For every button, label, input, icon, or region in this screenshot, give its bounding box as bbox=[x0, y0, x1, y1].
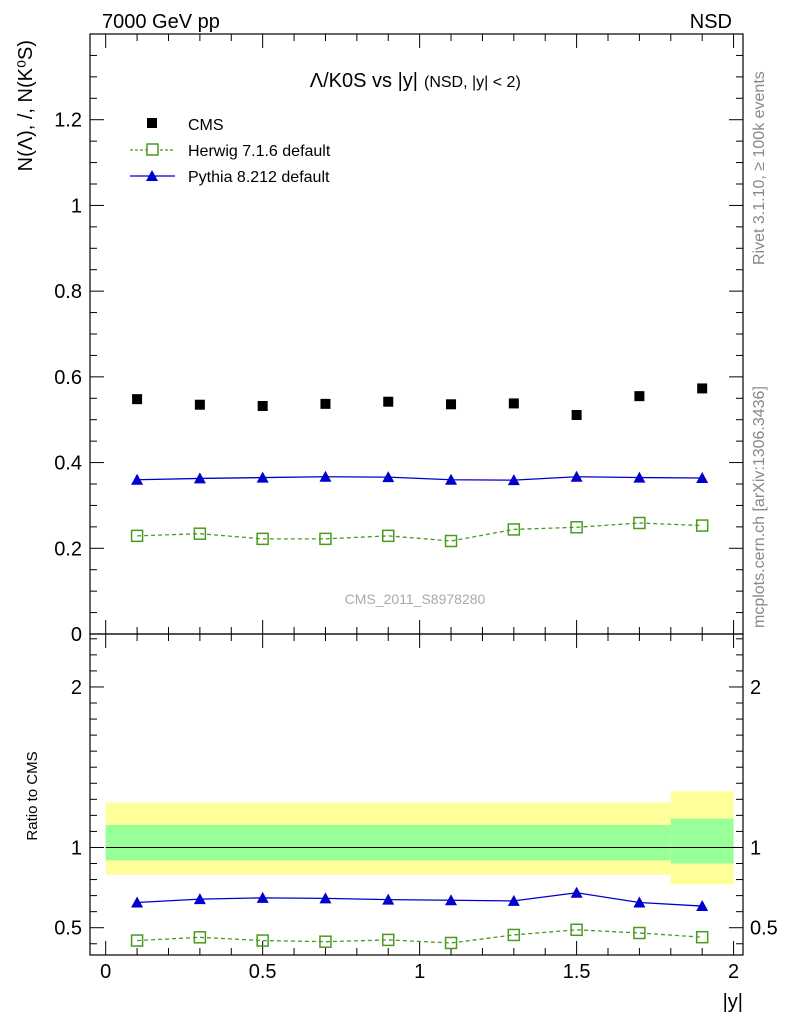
ratio-plot-frame bbox=[89, 633, 744, 956]
main-point-s1-1 bbox=[193, 527, 207, 540]
main-y-tick-label-3: 0.6 bbox=[54, 367, 82, 389]
main-point-s2-6 bbox=[507, 474, 520, 486]
ratio-point-s0-4 bbox=[381, 933, 395, 947]
ratio-point-s0-5 bbox=[444, 936, 458, 950]
main-point-s0-4 bbox=[383, 396, 394, 407]
ratio-point-s0-2 bbox=[256, 934, 269, 947]
main-y-tick-label-6: 1.2 bbox=[54, 110, 82, 132]
ratio-point-s1-6 bbox=[507, 894, 520, 906]
legend-label-cms: CMS bbox=[188, 117, 224, 134]
ratio-point-s1-4 bbox=[382, 893, 395, 905]
main-point-s0-6 bbox=[508, 398, 519, 409]
x-tick-label-3: 1.5 bbox=[563, 961, 591, 983]
main-point-s1-2 bbox=[256, 532, 269, 546]
main-y-tick-label-0: 0 bbox=[71, 624, 82, 646]
main-series-line-1 bbox=[137, 522, 703, 542]
chart-title: Λ/K0S vs |y| bbox=[310, 70, 418, 92]
header-left: 7000 GeV pp bbox=[102, 11, 220, 33]
ratio-ylabel: Ratio to CMS bbox=[24, 751, 41, 840]
main-point-s1-8 bbox=[633, 516, 646, 530]
main-point-s1-7 bbox=[570, 521, 583, 534]
legend-label-herwig: Herwig 7.1.6 default bbox=[188, 143, 331, 160]
main-point-s2-4 bbox=[382, 471, 395, 483]
ratio-point-s0-8 bbox=[633, 926, 646, 940]
ratio-y-tick-label-l-2: 2 bbox=[71, 677, 82, 699]
ratio-point-s0-0 bbox=[130, 934, 144, 947]
main-point-s2-1 bbox=[193, 472, 206, 484]
main-y-tick-label-4: 0.8 bbox=[54, 281, 82, 303]
main-series-line-2 bbox=[137, 476, 703, 481]
main-y-tick-label-1: 0.2 bbox=[54, 538, 82, 560]
ratio-point-s0-1 bbox=[193, 931, 207, 944]
main-point-s1-3 bbox=[319, 532, 332, 546]
x-tick-label-2: 1 bbox=[414, 961, 425, 983]
main-point-s2-8 bbox=[633, 471, 646, 483]
ratio-point-s0-7 bbox=[570, 923, 583, 937]
ratio-point-s0-3 bbox=[319, 935, 332, 948]
main-point-s0-3 bbox=[320, 398, 331, 409]
main-point-s1-4 bbox=[381, 529, 395, 543]
ratio-series-line-1 bbox=[137, 892, 703, 907]
chart-title-suffix: (NSD, |y| < 2) bbox=[424, 74, 521, 91]
ratio-y-tick-label-r-2: 2 bbox=[750, 677, 761, 699]
ratio-y-tick-label-r-1: 1 bbox=[750, 837, 761, 859]
main-point-s1-9 bbox=[695, 519, 709, 532]
analysis-watermark: CMS_2011_S8978280 bbox=[345, 591, 486, 607]
ratio-point-s1-8 bbox=[633, 896, 646, 908]
main-y-tick-label-2: 0.4 bbox=[54, 453, 82, 475]
ratio-band-inner-0 bbox=[105, 824, 671, 861]
main-point-s0-7 bbox=[571, 410, 582, 420]
ratio-y-tick-label-l-1: 1 bbox=[71, 837, 82, 859]
ratio-point-s1-0 bbox=[131, 896, 144, 908]
ratio-point-s1-7 bbox=[570, 886, 583, 898]
main-point-s2-5 bbox=[445, 473, 458, 485]
ratio-point-s0-6 bbox=[507, 928, 521, 942]
ratio-series-line-0 bbox=[137, 929, 703, 944]
ratio-y-tick-label-l-0: 0.5 bbox=[54, 918, 82, 940]
main-point-s2-3 bbox=[319, 470, 332, 482]
main-point-s0-8 bbox=[634, 391, 645, 402]
ratio-point-s1-1 bbox=[193, 893, 206, 905]
main-point-s1-6 bbox=[507, 523, 521, 536]
legend-marker-herwig bbox=[146, 143, 159, 156]
main-point-s2-7 bbox=[570, 470, 583, 482]
legend-marker-cms bbox=[147, 118, 157, 128]
ratio-y-tick-label-r-0: 0.5 bbox=[750, 918, 778, 940]
legend-label-pythia: Pythia 8.212 default bbox=[188, 169, 330, 186]
mcplots-reference-text: mcplots.cern.ch [arXiv:1306.3436] bbox=[751, 386, 768, 628]
main-point-s0-9 bbox=[697, 383, 708, 394]
x-tick-label-1: 0.5 bbox=[249, 961, 277, 983]
ratio-point-s1-2 bbox=[256, 891, 269, 903]
ratio-point-s0-9 bbox=[695, 930, 709, 944]
x-tick-label-4: 2 bbox=[728, 961, 739, 983]
main-point-s1-5 bbox=[444, 534, 458, 548]
main-point-s0-2 bbox=[257, 401, 268, 411]
main-point-s2-2 bbox=[256, 471, 269, 483]
ratio-point-s1-3 bbox=[319, 892, 332, 904]
xaxis-label: |y| bbox=[723, 991, 743, 1013]
x-tick-label-0: 0 bbox=[100, 961, 111, 983]
header-right: NSD bbox=[690, 11, 732, 33]
main-point-s2-9 bbox=[696, 472, 709, 483]
ratio-band-inner-1 bbox=[670, 818, 734, 864]
main-ylabel: N(Λ), /, N(K⁰S) bbox=[15, 40, 37, 171]
main-point-s2-0 bbox=[131, 473, 144, 485]
main-point-s1-0 bbox=[130, 529, 144, 543]
chart-marks: 0 0.5 1 1.5 2 0 0.2 0.4 0.6 0.8 1 1.2 0.5 0.5 1 1 2 2 bbox=[54, 33, 778, 983]
ratio-point-s1-9 bbox=[696, 900, 709, 912]
legend: CMS Herwig 7.1.6 default Pythia 8.212 de… bbox=[130, 117, 331, 186]
main-point-s0-5 bbox=[446, 399, 457, 410]
rivet-version-text: Rivet 3.1.10, ≥ 100k events bbox=[751, 71, 768, 265]
main-point-s0-1 bbox=[194, 399, 205, 410]
main-point-s0-0 bbox=[132, 394, 143, 405]
main-y-tick-label-5: 1 bbox=[71, 195, 82, 217]
legend-marker-pythia bbox=[146, 170, 158, 181]
ratio-point-s1-5 bbox=[445, 894, 458, 906]
